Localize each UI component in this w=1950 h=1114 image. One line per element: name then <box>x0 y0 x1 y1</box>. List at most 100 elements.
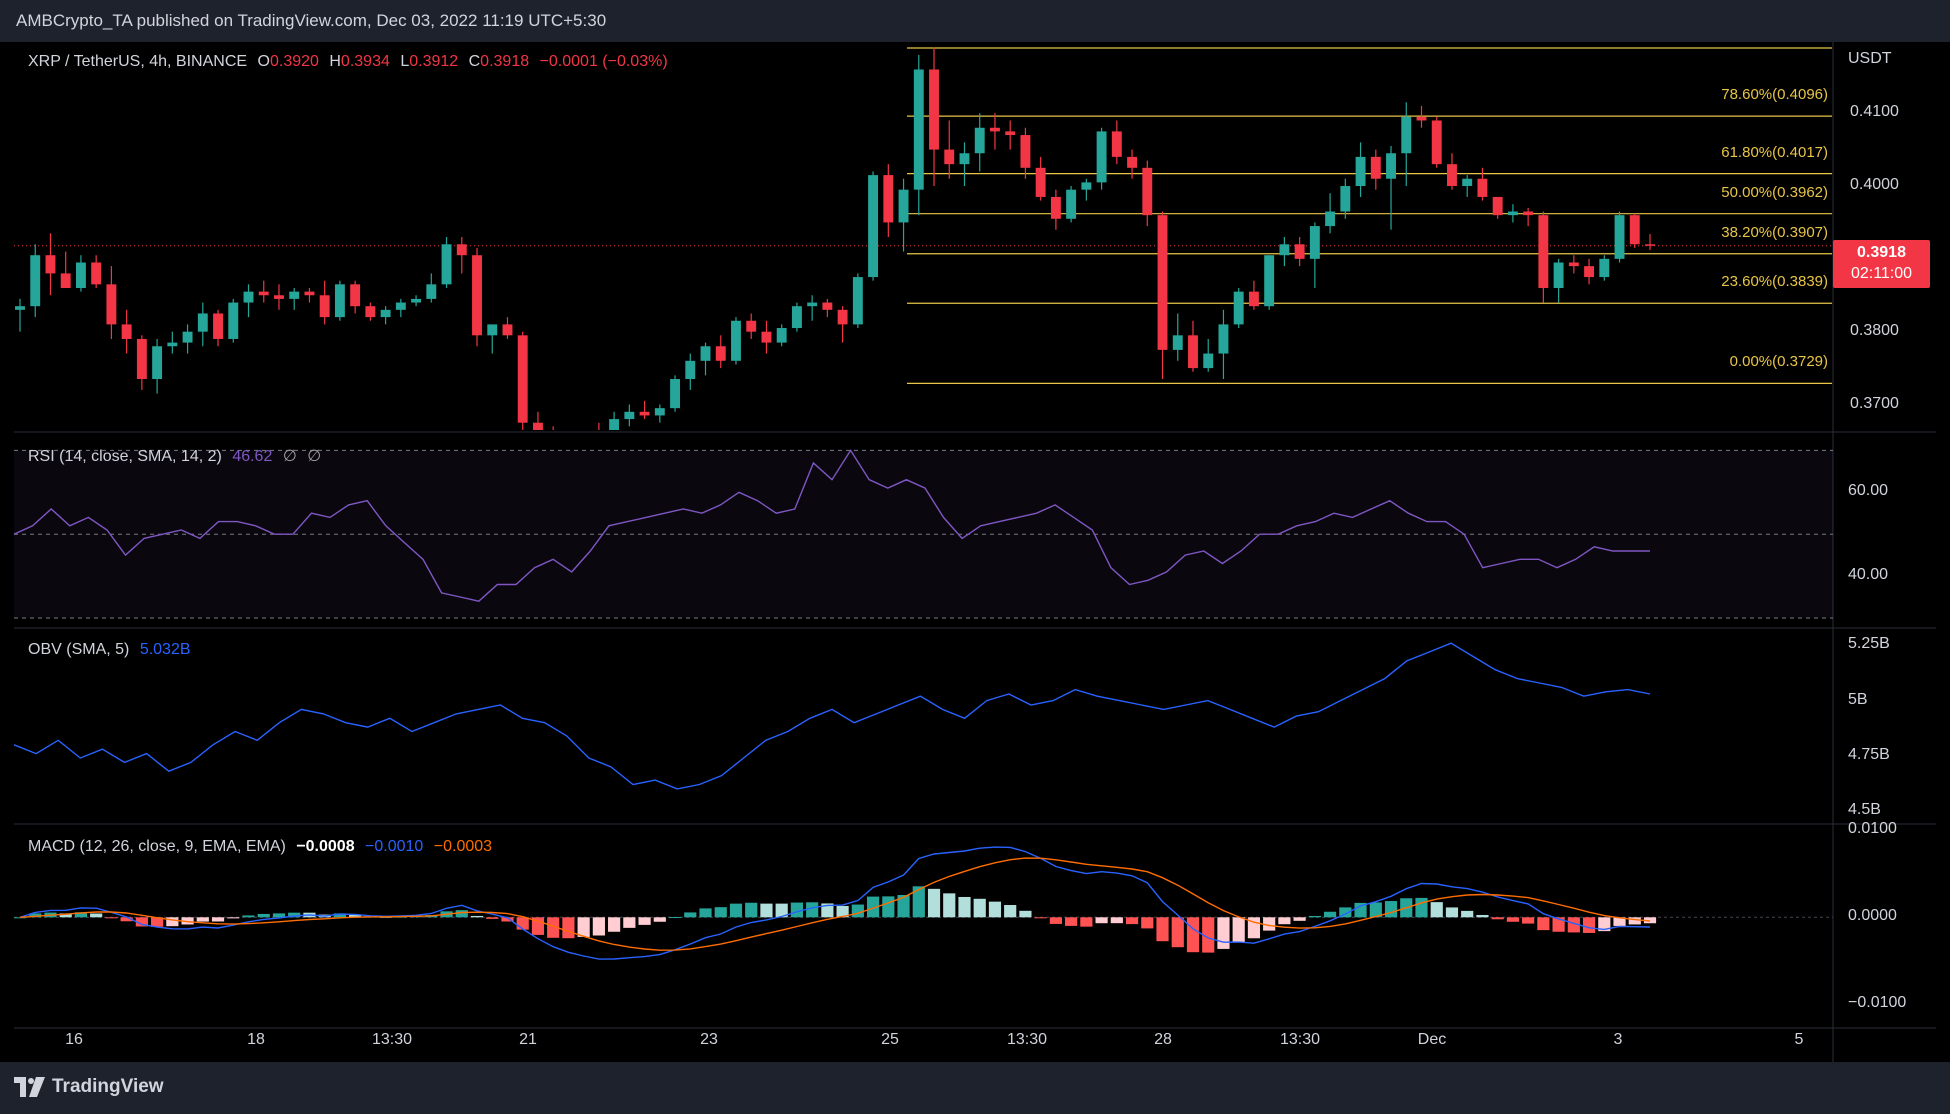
candle-body <box>1370 156 1381 179</box>
macd-hist-bar <box>1628 917 1641 925</box>
candle-body <box>258 291 269 296</box>
candle-body <box>822 302 833 310</box>
candle-body <box>944 149 955 165</box>
macd-hist-bar <box>151 917 164 927</box>
rsi-label[interactable]: RSI (14, close, SMA, 14, 2) <box>28 448 222 465</box>
macd-hist-bar <box>1369 902 1382 918</box>
macd-hist-bar <box>608 917 621 932</box>
last-price-badge: 0.3918 02:11:00 <box>1833 240 1930 288</box>
macd-hist-bar <box>1080 917 1093 927</box>
candle-body <box>1050 196 1061 219</box>
candle-body <box>1279 244 1290 256</box>
candle-body <box>670 379 680 409</box>
macd-hist-bar <box>1430 902 1443 918</box>
macd-hist-bar <box>1004 905 1017 918</box>
fib-label-4: 23.60%(0.3839) <box>1721 273 1828 291</box>
obv-value: 5.032B <box>139 641 191 658</box>
candle-body <box>1599 258 1610 278</box>
candle-body <box>1172 335 1183 350</box>
macd-value: −0.0010 <box>365 838 424 855</box>
candle-body <box>929 69 939 150</box>
candle-body <box>487 324 498 336</box>
macd-hist-bar <box>1202 917 1215 953</box>
candle-body <box>1203 353 1214 369</box>
time-tick-8: 13:30 <box>1279 1031 1321 1048</box>
time-tick-9: Dec <box>1417 1031 1447 1048</box>
macd-hist-bar <box>1537 917 1550 931</box>
macd-hist-bar <box>1065 917 1078 926</box>
macd-hist-bar <box>577 917 590 937</box>
macd-hist-bar <box>516 917 529 930</box>
candle-body <box>1264 255 1275 307</box>
time-tick-7: 28 <box>1154 1031 1172 1048</box>
macd-hist-bar <box>1643 917 1657 924</box>
candle-body <box>990 127 1000 132</box>
candle-body <box>182 331 193 343</box>
macd-hist-bar <box>211 917 225 922</box>
macd-label[interactable]: MACD (12, 26, close, 9, EMA, EMA) <box>28 838 286 855</box>
macd-hist-bar <box>1263 917 1276 931</box>
candle-body <box>852 277 863 325</box>
candle-body <box>197 313 208 332</box>
candle-body <box>837 309 848 325</box>
candle-body <box>75 262 86 288</box>
candle-body <box>60 273 71 288</box>
candle-body <box>654 408 665 416</box>
candle-body <box>1081 182 1092 190</box>
macd-hist-bar <box>470 915 484 918</box>
macd-hist-bar <box>790 902 804 918</box>
macd-hist-bar <box>836 905 849 918</box>
macd-hist-bar <box>1567 917 1580 933</box>
rsi-na-1: ∅ <box>282 448 297 465</box>
obv-tick-0: 5.25B <box>1848 635 1890 653</box>
macd-hist-bar <box>1141 917 1154 929</box>
candle-body <box>883 175 894 223</box>
macd-hist-bar <box>166 917 179 927</box>
macd-hist-bar <box>1217 917 1230 949</box>
time-tick-6: 13:30 <box>1006 1031 1048 1048</box>
high-label: H <box>329 53 341 70</box>
candle-body <box>1340 186 1351 212</box>
fib-label-5: 0.00%(0.3729) <box>1729 353 1828 371</box>
macd-hist-bar <box>1125 917 1139 925</box>
candle-body <box>152 346 163 380</box>
candle-body <box>106 284 117 325</box>
candle-body <box>395 302 406 310</box>
candle-body <box>579 434 589 438</box>
candle-body <box>411 298 422 303</box>
fib-label-1: 61.80%(0.4017) <box>1721 143 1828 161</box>
candle-body <box>1431 120 1442 165</box>
candle-body <box>609 419 620 430</box>
macd-hist-bar <box>59 913 72 918</box>
macd-hist-bar <box>684 912 697 918</box>
candle-body <box>563 437 573 441</box>
obv-tick-3: 4.5B <box>1848 800 1881 818</box>
macd-hist-bar <box>181 917 194 925</box>
macd-hist-bar <box>1308 915 1321 918</box>
macd-hist-bar <box>897 894 910 918</box>
obv-tick-1: 5B <box>1848 690 1868 708</box>
symbol-label[interactable]: XRP / TetherUS, 4h, BINANCE <box>28 53 248 70</box>
obv-label[interactable]: OBV (SMA, 5) <box>28 641 130 658</box>
macd-hist-bar <box>988 901 1002 918</box>
candle-body <box>365 306 376 318</box>
candles-group <box>15 47 1655 441</box>
candle-body <box>1111 131 1122 157</box>
macd-hist-bar <box>1582 917 1596 933</box>
price-legend: XRP / TetherUS, 4h, BINANCE O0.3920 H0.3… <box>28 53 674 71</box>
macd-hist-bar <box>1491 917 1504 920</box>
macd-hist-bar <box>1354 902 1367 918</box>
macd-hist-bar <box>547 917 560 938</box>
candle-body <box>1568 262 1579 267</box>
candle-body <box>1553 262 1564 288</box>
tradingview-brand[interactable]: TradingView <box>52 1076 164 1097</box>
macd-hist-bar <box>973 898 986 918</box>
macd-hist-bar <box>882 896 895 918</box>
rsi-value: 46.62 <box>232 448 273 465</box>
candle-body <box>1309 226 1320 259</box>
candle-body <box>1218 324 1229 354</box>
rsi-legend: RSI (14, close, SMA, 14, 2) 46.62 ∅ ∅ <box>28 446 327 466</box>
candle-body <box>594 434 604 441</box>
candle-body <box>472 255 482 336</box>
